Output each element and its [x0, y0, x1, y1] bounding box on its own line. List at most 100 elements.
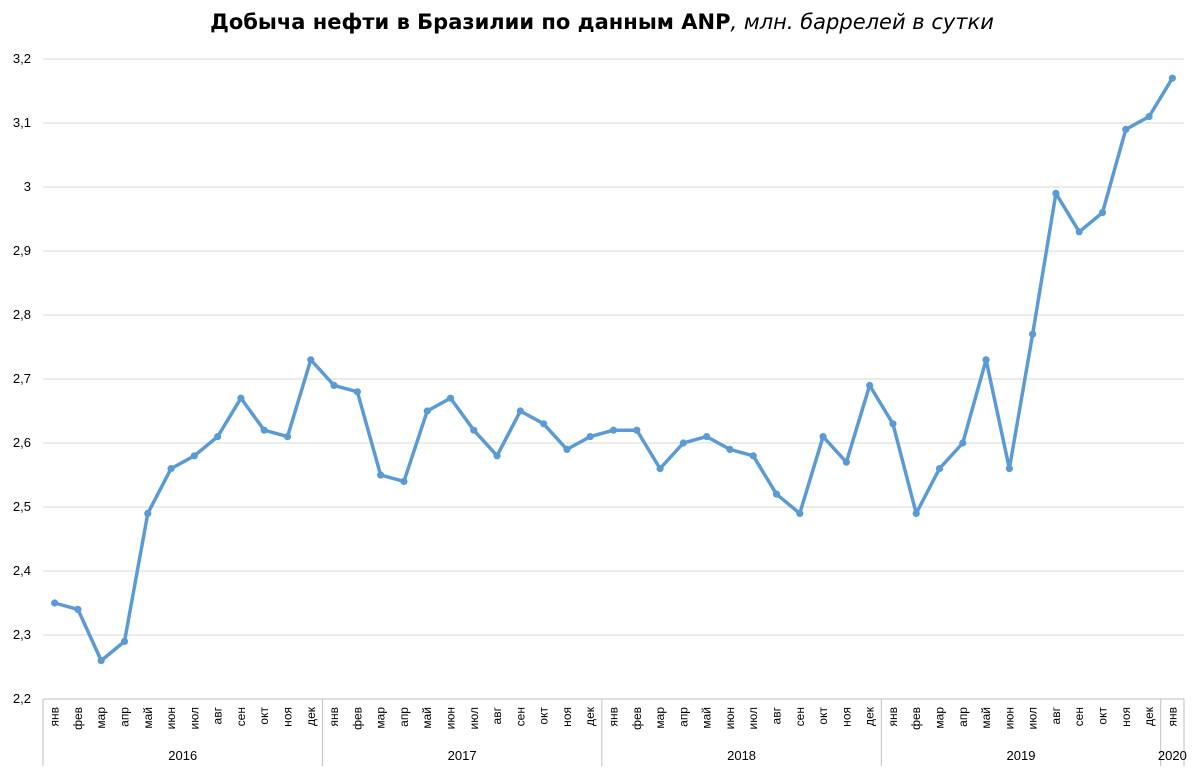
y-tick-label: 3,1: [13, 115, 31, 130]
data-point: [400, 478, 407, 485]
series-line: [55, 78, 1173, 660]
x-tick-label: ноя: [281, 707, 295, 727]
data-point: [959, 439, 966, 446]
data-point: [703, 433, 710, 440]
data-point: [936, 465, 943, 472]
data-point: [982, 356, 989, 363]
data-point: [261, 427, 268, 434]
data-point: [1145, 113, 1152, 120]
x-tick-label: апр: [397, 707, 411, 727]
x-tick-label: сен: [234, 707, 248, 726]
data-point: [470, 427, 477, 434]
x-tick-label: авг: [770, 706, 784, 724]
x-tick-label: янв: [48, 707, 62, 727]
data-point: [563, 446, 570, 453]
data-point: [866, 382, 873, 389]
x-tick-label: май: [420, 707, 434, 729]
y-tick-label: 2,6: [13, 435, 31, 450]
data-point: [633, 427, 640, 434]
x-tick-label: июл: [467, 707, 481, 729]
data-point: [424, 407, 431, 414]
x-tick-label: июл: [187, 707, 201, 729]
data-point: [121, 638, 128, 645]
data-point: [726, 446, 733, 453]
data-point: [98, 657, 105, 664]
x-tick-label: июн: [444, 707, 458, 729]
data-point: [214, 433, 221, 440]
y-tick-label: 2,4: [13, 563, 31, 578]
data-point: [913, 510, 920, 517]
data-point: [680, 439, 687, 446]
x-tick-label: дек: [863, 706, 877, 726]
y-tick-label: 2,7: [13, 371, 31, 386]
data-point: [773, 491, 780, 498]
data-point: [167, 465, 174, 472]
x-tick-label: ноя: [839, 707, 853, 727]
year-label: 2019: [1007, 748, 1036, 763]
data-point: [1122, 126, 1129, 133]
data-point: [517, 407, 524, 414]
data-point: [889, 420, 896, 427]
y-tick-label: 2,9: [13, 243, 31, 258]
data-point: [237, 395, 244, 402]
x-tick-label: май: [700, 707, 714, 729]
x-tick-label: апр: [956, 707, 970, 727]
data-point: [284, 433, 291, 440]
x-tick-label: апр: [118, 707, 132, 727]
data-point: [330, 382, 337, 389]
x-tick-label: янв: [327, 707, 341, 727]
y-tick-label: 3,2: [13, 51, 31, 66]
x-tick-label: мар: [374, 707, 388, 729]
data-point: [307, 356, 314, 363]
data-point: [796, 510, 803, 517]
x-tick-label: сен: [1072, 707, 1086, 726]
y-tick-label: 2,3: [13, 627, 31, 642]
x-tick-label: ноя: [1119, 707, 1133, 727]
data-point: [1076, 228, 1083, 235]
data-point: [610, 427, 617, 434]
x-tick-label: ноя: [560, 707, 574, 727]
data-point: [587, 433, 594, 440]
x-tick-label: фев: [71, 707, 85, 730]
x-tick-label: окт: [257, 707, 271, 725]
x-tick-label: июл: [1026, 707, 1040, 729]
x-tick-label: янв: [1165, 707, 1179, 727]
y-tick-label: 2,8: [13, 307, 31, 322]
y-tick-label: 3: [24, 179, 31, 194]
data-point: [447, 395, 454, 402]
x-tick-label: дек: [1142, 706, 1156, 726]
x-tick-label: мар: [933, 707, 947, 729]
x-tick-label: апр: [676, 707, 690, 727]
data-point: [1029, 331, 1036, 338]
x-tick-label: окт: [1096, 707, 1110, 725]
x-tick-label: окт: [816, 707, 830, 725]
x-tick-label: июн: [1002, 707, 1016, 729]
y-tick-label: 2,5: [13, 499, 31, 514]
x-tick-label: фев: [630, 707, 644, 730]
x-tick-label: окт: [537, 707, 551, 725]
data-point: [1006, 465, 1013, 472]
x-tick-label: дек: [304, 706, 318, 726]
data-point: [377, 471, 384, 478]
data-point: [354, 388, 361, 395]
data-point: [144, 510, 151, 517]
x-tick-label: янв: [607, 707, 621, 727]
x-tick-label: июл: [746, 707, 760, 729]
x-tick-label: мар: [94, 707, 108, 729]
data-point: [843, 459, 850, 466]
x-tick-label: май: [141, 707, 155, 729]
data-point: [540, 420, 547, 427]
x-tick-label: мар: [653, 707, 667, 729]
x-tick-label: фев: [909, 707, 923, 730]
data-point: [819, 433, 826, 440]
y-tick-label: 2,2: [13, 691, 31, 706]
data-point: [1052, 190, 1059, 197]
data-point: [750, 452, 757, 459]
data-point: [1169, 75, 1176, 82]
year-label: 2020: [1158, 748, 1187, 763]
data-point: [51, 599, 58, 606]
x-tick-label: июн: [164, 707, 178, 729]
year-label: 2016: [168, 748, 197, 763]
